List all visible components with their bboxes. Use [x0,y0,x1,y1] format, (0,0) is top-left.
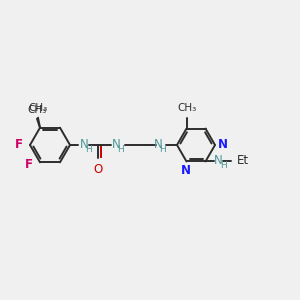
Text: CH₃: CH₃ [27,105,46,115]
Text: F: F [25,158,33,171]
Text: CH₃: CH₃ [177,103,196,112]
Text: N: N [154,137,162,151]
Text: N: N [80,137,88,151]
Text: CH₃: CH₃ [28,103,48,113]
Text: H: H [118,145,124,154]
Text: N: N [218,137,228,151]
Text: N: N [214,154,223,167]
Text: O: O [93,163,103,176]
Text: N: N [112,137,120,151]
Text: N: N [181,164,190,178]
Text: H: H [85,145,92,154]
Text: H: H [160,145,167,154]
Text: Et: Et [236,154,249,167]
Text: F: F [15,139,23,152]
Text: H: H [220,161,227,170]
